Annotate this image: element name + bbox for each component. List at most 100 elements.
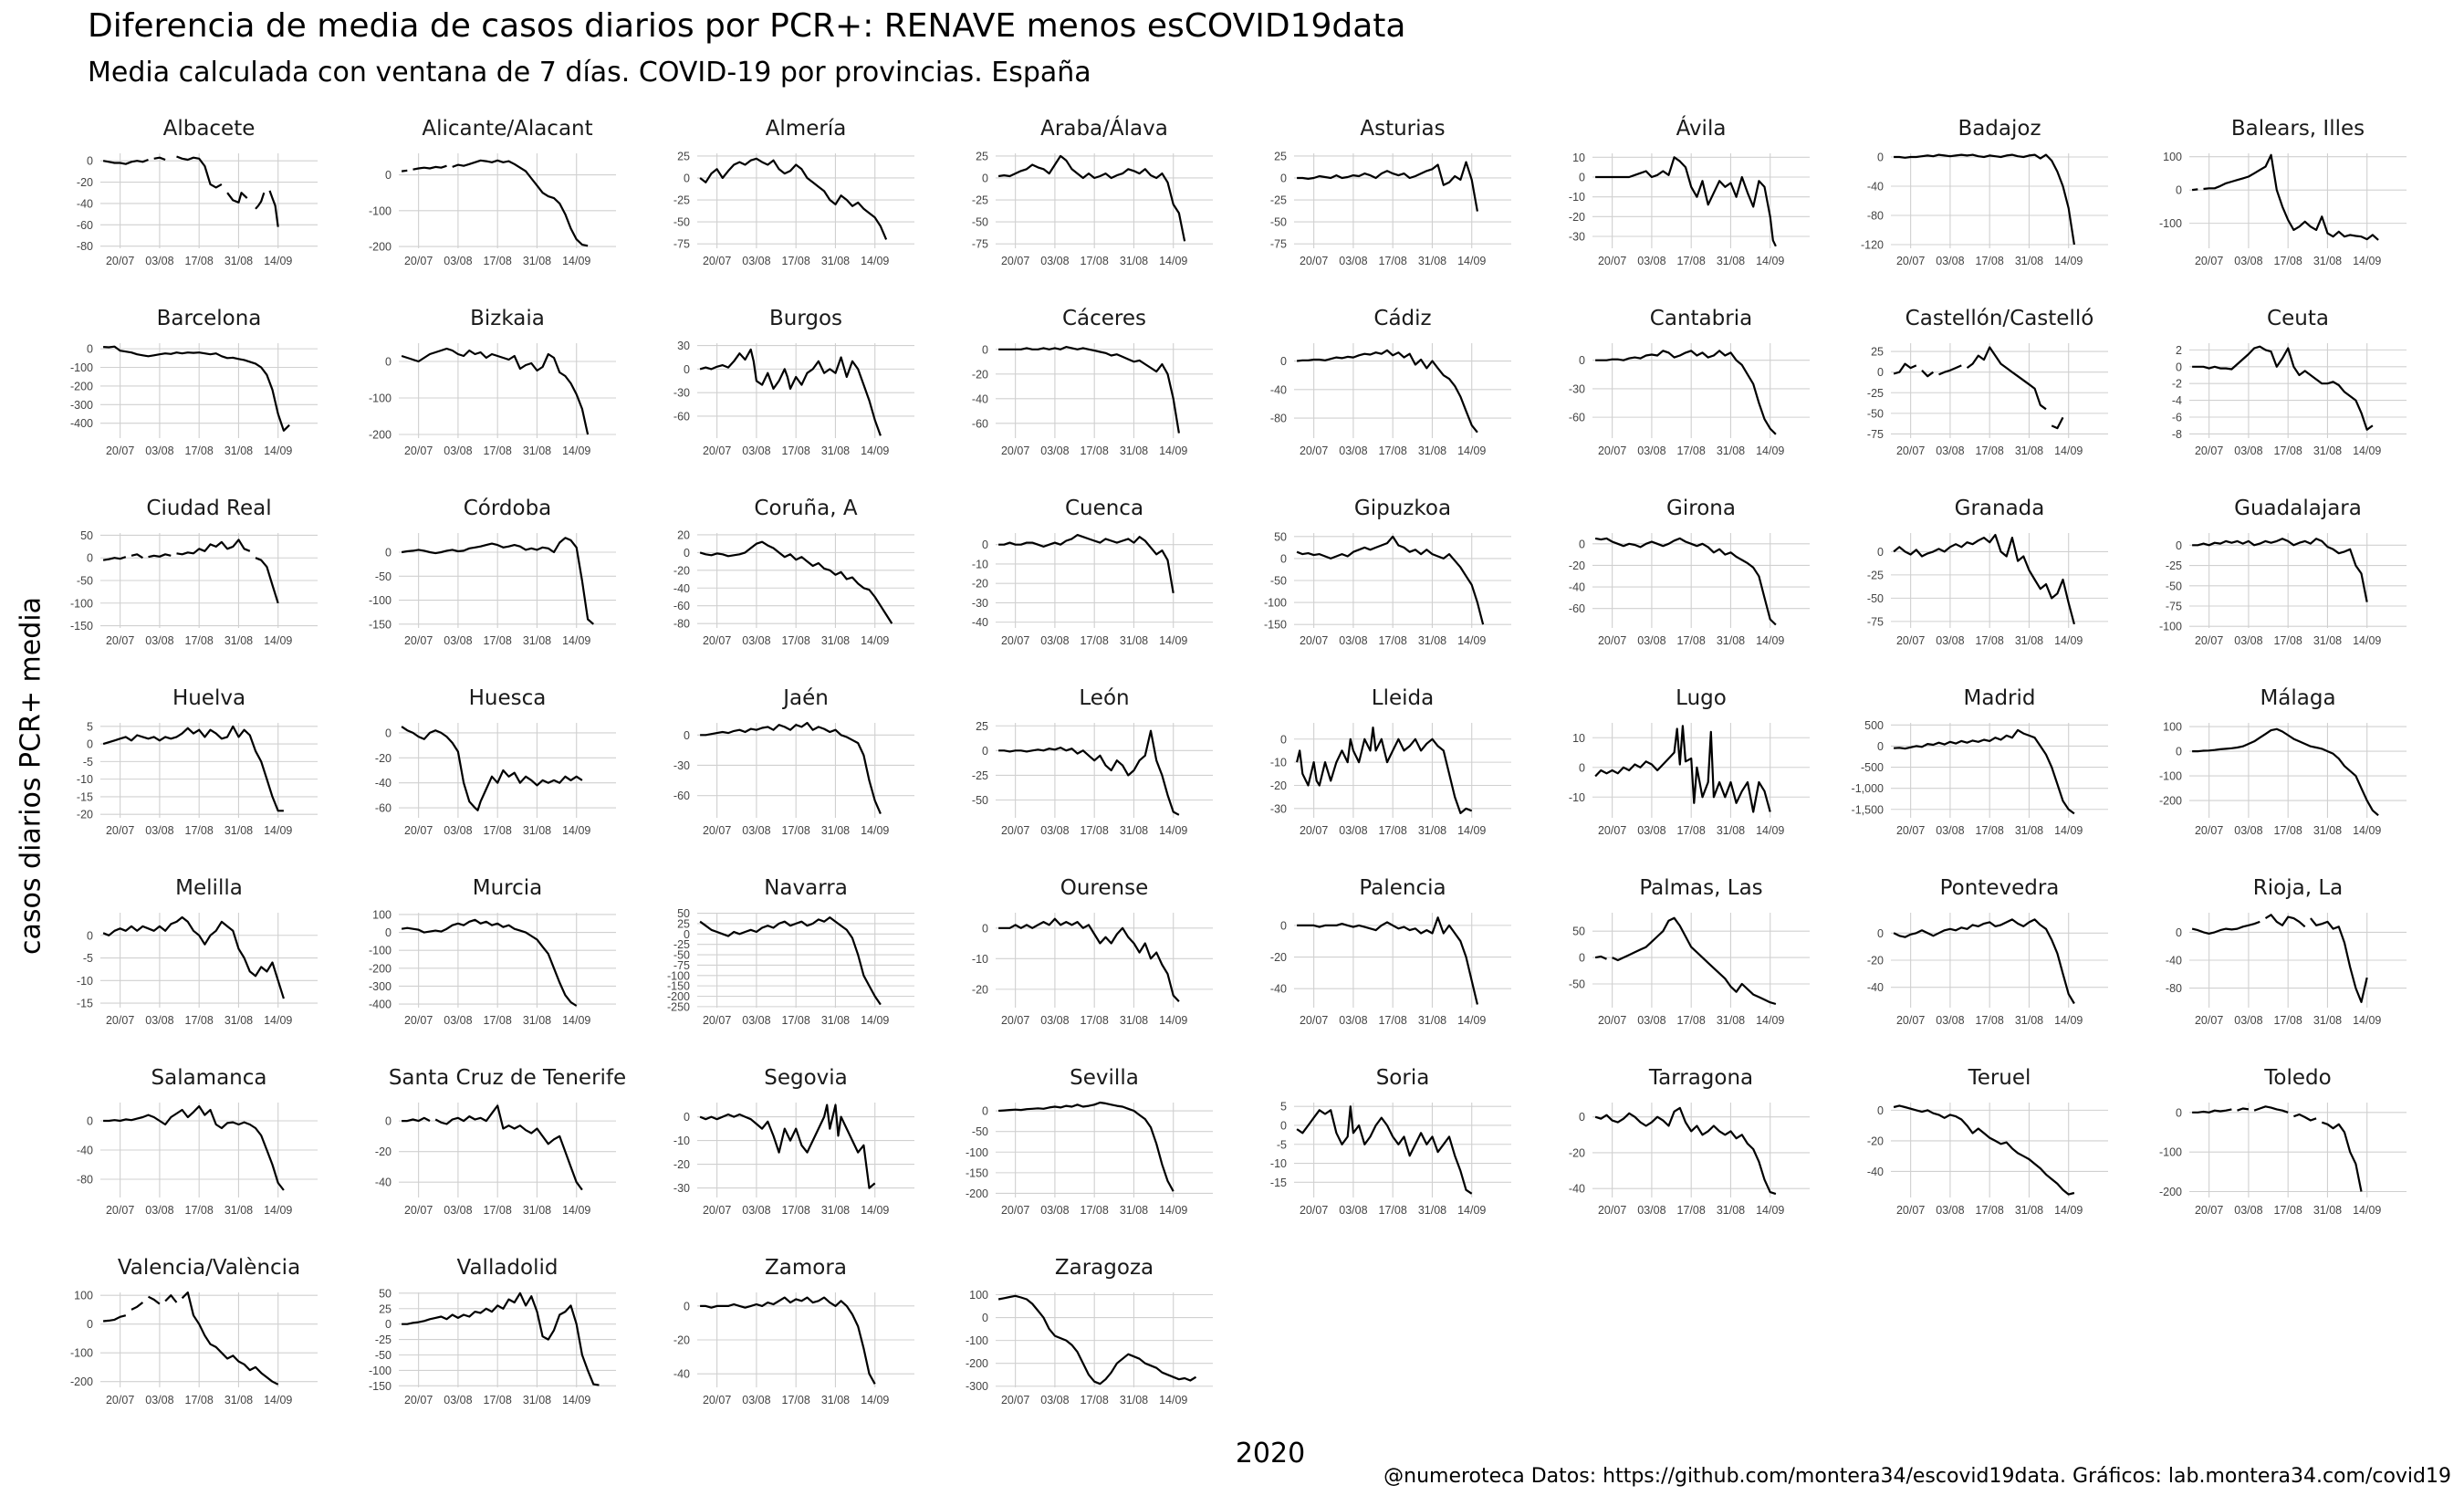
y-tick-label: -20	[1569, 1146, 1585, 1159]
series-line	[1894, 728, 2075, 815]
x-tick-label: 14/09	[2054, 444, 2083, 457]
source-caption: @numeroteca Datos: https://github.com/mo…	[1383, 1465, 2451, 1488]
y-tick-label: 0	[982, 343, 988, 356]
x-tick-label: 17/08	[185, 444, 214, 457]
panel-title: Lugo	[1676, 686, 1727, 710]
y-tick-label: 100	[2163, 721, 2182, 734]
series-line	[103, 345, 290, 432]
y-tick-label: -20	[1867, 1135, 1884, 1147]
y-tick-label: -20	[1270, 779, 1287, 792]
y-tick-label: 0	[1877, 1104, 1884, 1117]
y-tick-label: 25	[1871, 346, 1884, 359]
x-tick-label: 14/09	[2054, 634, 2083, 647]
x-tick-label: 03/08	[1637, 255, 1665, 267]
x-tick-label: 20/07	[1598, 444, 1626, 457]
series-line	[699, 1103, 876, 1189]
x-tick-label: 03/08	[1936, 824, 1964, 837]
panel-rioja-la: Rioja, La 0 -40 -80 20/07 03/08 17/08 31/08 14/0…	[2166, 876, 2407, 1027]
y-tick-label: -25	[1270, 194, 1287, 207]
x-tick-label: 31/08	[1120, 1394, 1148, 1407]
x-tick-label: 20/07	[1001, 1394, 1029, 1407]
panel-title: Badajoz	[1958, 117, 2041, 141]
y-tick-label: 0	[982, 539, 988, 551]
panel-title: Alicante/Alacant	[422, 117, 592, 141]
x-tick-label: 20/07	[404, 1204, 433, 1217]
x-tick-label: 31/08	[224, 255, 253, 267]
x-tick-label: 31/08	[1717, 824, 1745, 837]
x-tick-label: 17/08	[1677, 255, 1706, 267]
y-tick-label: -150	[70, 620, 93, 633]
x-tick-label: 20/07	[1300, 444, 1328, 457]
x-tick-label: 20/07	[1001, 1204, 1029, 1217]
series-line	[1595, 350, 1777, 435]
y-tick-label: 25	[677, 917, 690, 930]
panel-málaga: Málaga 100 0 -100 -200 20/07 03/08 17/08 31/08 14…	[2159, 686, 2407, 837]
y-tick-label: -40	[77, 197, 93, 210]
panel-araba-álava: Araba/Álava 25 0 -25 -50 -75 20/07 03/08 17/08 31…	[972, 115, 1213, 267]
y-tick-label: -10	[1569, 791, 1585, 804]
x-tick-label: 31/08	[224, 444, 253, 457]
y-tick-label: 2	[2176, 344, 2182, 357]
y-tick-label: 0	[684, 1111, 690, 1124]
y-tick-label: 10	[1572, 732, 1585, 745]
x-tick-label: 17/08	[1081, 1204, 1109, 1217]
x-tick-label: 14/09	[1159, 1014, 1187, 1027]
x-tick-label: 14/09	[1159, 824, 1187, 837]
x-tick-label: 03/08	[444, 1204, 472, 1217]
x-tick-label: 17/08	[1081, 255, 1109, 267]
x-tick-label: 03/08	[742, 634, 770, 647]
panel-title: Granada	[1955, 497, 2045, 520]
series-line	[1296, 1105, 1473, 1195]
x-tick-label: 14/09	[1457, 634, 1486, 647]
x-tick-label: 03/08	[1040, 634, 1069, 647]
y-tick-label: -40	[673, 582, 690, 595]
x-tick-label: 14/09	[2353, 444, 2381, 457]
y-tick-label: -40	[1867, 981, 1884, 994]
panel-title: Ourense	[1060, 876, 1149, 900]
x-tick-label: 03/08	[1936, 634, 1964, 647]
series-line	[1595, 156, 1777, 247]
x-tick-label: 03/08	[742, 255, 770, 267]
y-tick-label: -25	[375, 1333, 392, 1346]
series-line	[401, 918, 578, 1007]
y-tick-label: -100	[2159, 217, 2182, 230]
y-tick-label: -5	[1277, 1138, 1287, 1151]
y-tick-label: -50	[1867, 407, 1884, 420]
series-line	[2192, 727, 2379, 817]
x-tick-label: 14/09	[2353, 634, 2381, 647]
x-tick-label: 31/08	[1120, 444, 1148, 457]
x-tick-label: 31/08	[821, 1014, 850, 1027]
x-tick-label: 14/09	[1457, 444, 1486, 457]
x-tick-label: 03/08	[1040, 1014, 1069, 1027]
series-line	[699, 916, 882, 1006]
y-tick-label: -200	[70, 380, 93, 392]
y-tick-label: -20	[1569, 560, 1585, 572]
series-line	[1594, 537, 1777, 626]
y-tick-label: 0	[2176, 1106, 2182, 1119]
x-tick-label: 17/08	[782, 1394, 810, 1407]
panel-title: Santa Cruz de Tenerife	[389, 1066, 626, 1090]
y-tick-label: 20	[677, 528, 690, 541]
y-tick-label: 0	[1579, 354, 1585, 367]
x-tick-label: 03/08	[1040, 824, 1069, 837]
panel-title: Salamanca	[151, 1066, 267, 1090]
panel-segovia: Segovia 0 -10 -20 -30 20/07 03/08 17/08 31/08 14/…	[673, 1066, 914, 1217]
x-tick-label: 20/07	[703, 634, 731, 647]
y-tick-label: -10	[77, 975, 93, 988]
x-tick-label: 31/08	[821, 255, 850, 267]
y-tick-label: -20	[673, 1334, 690, 1347]
chart-subtitle: Media calculada con ventana de 7 días. C…	[88, 57, 1091, 89]
y-tick-label: 0	[1579, 538, 1585, 550]
series-line	[102, 539, 279, 604]
y-tick-label: -20	[673, 564, 690, 577]
x-tick-label: 03/08	[1040, 444, 1069, 457]
y-tick-label: -75	[673, 959, 690, 972]
x-tick-label: 17/08	[1379, 634, 1407, 647]
panel-title: Jaén	[781, 686, 829, 710]
y-tick-label: 0	[1877, 740, 1884, 753]
y-tick-label: -40	[972, 392, 988, 405]
y-tick-label: -60	[673, 790, 690, 802]
x-tick-label: 31/08	[2015, 1014, 2043, 1027]
panel-title: Girona	[1666, 497, 1736, 520]
x-tick-label: 03/08	[742, 824, 770, 837]
